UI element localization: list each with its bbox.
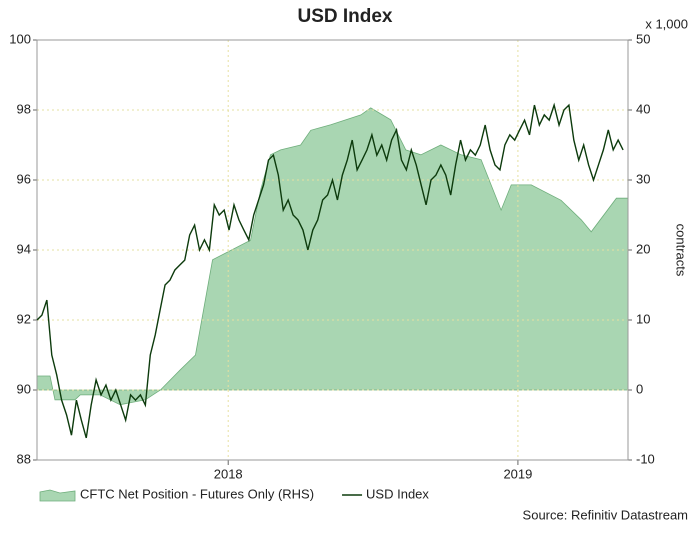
source: Source: Refinitiv Datastream [523, 507, 688, 522]
x-tick-label: 2019 [503, 466, 532, 481]
legend-label: CFTC Net Position - Futures Only (RHS) [80, 486, 314, 501]
y2-tick-label: 10 [636, 311, 650, 326]
area [36, 107, 629, 406]
plot-frame [36, 39, 629, 461]
y2-tick-label: -10 [636, 451, 655, 466]
y2-tick-label: 0 [636, 381, 643, 396]
chart-title: USD Index [297, 6, 392, 27]
y-tick-label: 94 [17, 241, 31, 256]
y2-axis-label: contracts [674, 224, 689, 277]
x-tick-label: 2018 [214, 466, 243, 481]
line [36, 102, 624, 439]
y-tick-label: 98 [17, 101, 31, 116]
y-tick-label: 88 [17, 451, 31, 466]
y-tick-label: 96 [17, 171, 31, 186]
y2-tick-label: 50 [636, 31, 650, 46]
y2-tick-label: 40 [636, 101, 650, 116]
legend-swatch [39, 489, 76, 502]
y-tick-label: 92 [17, 311, 31, 326]
y-tick-label: 90 [17, 381, 31, 396]
y2-tick-label: 30 [636, 171, 650, 186]
legend-label: USD Index [366, 486, 429, 501]
y-tick-label: 100 [9, 31, 31, 46]
y2-tick-label: 20 [636, 241, 650, 256]
y2-unit: x 1,000 [645, 16, 688, 31]
